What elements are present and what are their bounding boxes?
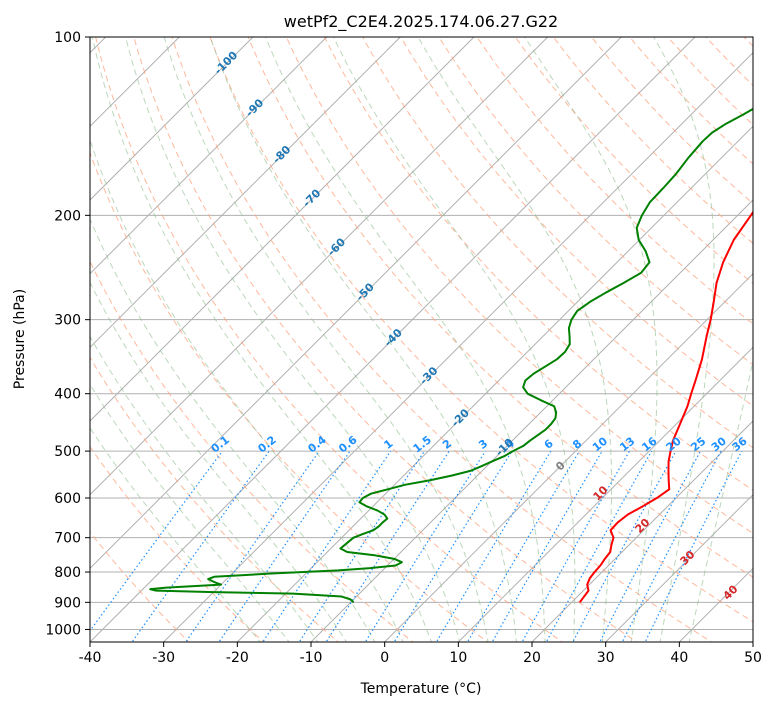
- mixing-ratio-line: [298, 450, 425, 642]
- isotherm: [457, 346, 753, 642]
- y-tick-label: 400: [54, 387, 81, 403]
- moist-adiabat: [688, 358, 753, 642]
- x-tick-label: 10: [449, 650, 467, 666]
- moist-adiabat: [90, 383, 290, 642]
- dry-adiabat: [133, 37, 638, 642]
- moist-adiabat: [90, 427, 261, 642]
- x-tick-label: -30: [152, 650, 175, 666]
- moist-adiabat: [332, 37, 576, 642]
- mixing-ratio-line: [325, 450, 450, 642]
- plot-area: [90, 37, 753, 642]
- moist-adiabat: [209, 37, 517, 642]
- dry-adiabat: [476, 37, 753, 325]
- isotherm: [90, 37, 254, 201]
- mixing-ratio-line: [90, 450, 223, 632]
- y-tick-label: 500: [54, 444, 81, 460]
- moist-adiabat: [91, 37, 432, 642]
- mixing-ratio-line: [466, 450, 580, 642]
- dewpoint-profile-line: [149, 107, 753, 604]
- dry-adiabat: [209, 37, 753, 623]
- isotherm: [605, 493, 753, 642]
- x-tick-label: -10: [300, 650, 323, 666]
- moist-adiabat: [90, 217, 376, 642]
- y-tick-label: 700: [54, 531, 81, 547]
- plot-frame: [89, 36, 754, 643]
- moist-adiabat: [524, 37, 658, 642]
- x-tick-label: 30: [597, 650, 615, 666]
- dry-adiabat: [90, 445, 265, 642]
- isotherm: [90, 37, 622, 570]
- isotherm: [531, 420, 753, 642]
- mixing-ratio-line: [218, 450, 351, 642]
- mixing-ratio-line: [621, 450, 722, 642]
- y-tick-label: 1000: [45, 622, 81, 638]
- x-tick-label: 40: [670, 650, 688, 666]
- x-tick-label: -40: [79, 650, 102, 666]
- x-tick-label: 20: [523, 650, 541, 666]
- moist-adiabat: [653, 37, 715, 642]
- y-tick-label: 200: [54, 208, 81, 224]
- moist-adiabat: [163, 37, 489, 642]
- dry-adiabat: [95, 37, 564, 642]
- y-tick-label: 900: [54, 595, 81, 611]
- moist-adiabat: [90, 335, 319, 642]
- isotherm: [90, 37, 696, 642]
- mixing-ratio-line: [262, 450, 392, 642]
- plot-layer: [90, 37, 753, 642]
- dry-adiabat: [90, 356, 340, 642]
- moist-adiabat: [417, 37, 613, 642]
- y-tick-label: 800: [54, 565, 81, 581]
- mixing-ratio-line: [393, 450, 513, 642]
- isotherm: [310, 199, 753, 642]
- mixing-ratio-line: [599, 450, 702, 642]
- x-tick-label: 0: [380, 650, 389, 666]
- moist-adiabat: [90, 138, 404, 642]
- x-tick-label: -20: [226, 650, 249, 666]
- isotherm: [90, 37, 328, 275]
- y-tick-label: 600: [54, 491, 81, 507]
- moist-adiabat: [265, 37, 546, 642]
- mixing-ratio-line: [185, 450, 320, 642]
- isotherm: [163, 51, 753, 642]
- dry-adiabat: [514, 37, 753, 285]
- y-axis-label: Pressure (hPa): [12, 289, 28, 389]
- x-tick-label: 50: [744, 650, 762, 666]
- chart-title: wetPf2_C2E4.2025.174.06.27.G22: [284, 12, 558, 32]
- dry-adiabat: [90, 151, 489, 642]
- x-axis-label: Temperature (°C): [360, 681, 482, 697]
- isotherm: [236, 125, 753, 642]
- y-tick-label: 100: [54, 30, 81, 46]
- isotherm: [90, 37, 475, 422]
- isotherm: [90, 37, 549, 496]
- mixing-ratio-line: [131, 450, 270, 642]
- dry-adiabat: [90, 260, 414, 642]
- isotherm: [90, 37, 401, 349]
- isotherm: [384, 272, 753, 642]
- mixing-ratio-line: [364, 450, 486, 642]
- y-tick-label: 300: [54, 313, 81, 329]
- moist-adiabat: [90, 281, 347, 642]
- temperature-profile-line: [578, 210, 753, 603]
- mixing-ratio-line: [572, 450, 677, 642]
